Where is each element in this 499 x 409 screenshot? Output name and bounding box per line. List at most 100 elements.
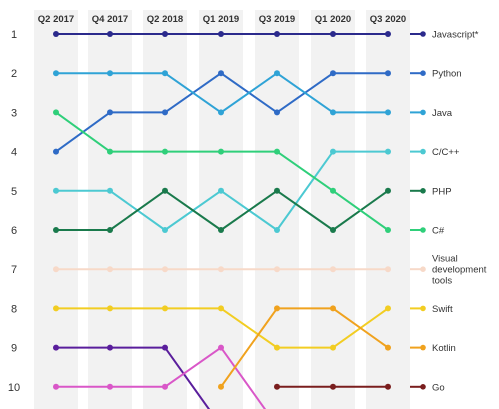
data-point [330,109,336,116]
data-point [53,187,59,194]
column-band [366,10,410,409]
x-tick-label: Q2 2017 [38,14,74,25]
legend-label: Java [432,108,453,119]
data-point [385,305,391,312]
y-tick-label: 10 [8,382,20,394]
legend-swatch-dot [420,266,426,273]
legend-swatch-dot [420,188,426,194]
data-point [53,70,59,77]
data-point [274,109,280,116]
data-point [162,109,168,116]
data-point [385,344,391,351]
y-tick-label: 8 [11,303,17,315]
data-point [162,383,168,390]
y-tick-label: 6 [11,225,17,237]
legend: Javascript* Python Java C/C++ PHP C# Visualdev… [410,30,487,393]
y-tick-label: 4 [11,147,17,159]
legend-swatch-dot [420,305,426,312]
data-point [218,187,224,194]
data-point [385,148,391,155]
data-point [107,227,113,233]
data-point [162,227,168,233]
legend-swatch-dot [420,384,426,390]
legend-swatch-dot [420,70,426,76]
legend-label: PHP [432,186,452,197]
series-line-8 [220,307,389,388]
data-point [53,305,59,312]
data-point [274,31,280,37]
data-point [162,266,168,273]
data-point [218,383,224,390]
data-point [218,305,224,312]
legend-swatch-dot [420,227,426,233]
data-point [385,266,391,273]
legend-label: development [432,265,487,276]
data-point [162,305,168,312]
data-point [330,266,336,273]
y-tick-label: 2 [11,68,17,80]
data-point [162,31,168,37]
data-point [53,109,59,116]
column-band [88,10,132,409]
data-point [162,344,168,351]
x-tick-label: Q2 2018 [147,14,183,25]
data-point [330,70,336,77]
data-point [274,187,280,194]
legend-swatch-dot [420,344,426,351]
x-tick-label: Q3 2019 [259,14,295,25]
data-point [162,187,168,194]
legend-swatch-dot [420,31,426,37]
data-point [107,109,113,116]
x-tick-label: Q1 2019 [203,14,239,25]
data-point [53,31,59,37]
data-point [107,31,113,37]
data-point [385,31,391,37]
data-point [274,305,280,312]
data-point [218,70,224,77]
data-point [330,187,336,194]
data-point [107,70,113,77]
data-point [107,148,113,155]
legend-label: Kotlin [432,343,456,354]
legend-label: tools [432,276,452,287]
column-band [199,10,243,409]
x-axis-labels: Q2 2017 Q4 2017 Q2 2018 Q1 2019 Q3 2019 Q1 20… [38,14,406,25]
data-point [53,148,59,155]
data-point [107,383,113,390]
data-point [274,383,280,390]
legend-label: Python [432,69,462,80]
data-point [218,31,224,37]
data-point [385,383,391,390]
data-point [385,227,391,233]
data-point [330,383,336,390]
legend-label: Swift [432,304,453,315]
data-point [385,187,391,194]
y-tick-label: 9 [11,343,17,355]
data-point [274,266,280,273]
data-point [218,344,224,351]
y-tick-label: 1 [11,29,17,41]
data-point [330,31,336,37]
column-band [34,10,78,409]
data-point [218,266,224,273]
data-point [107,266,113,273]
data-point [53,266,59,273]
y-tick-label: 5 [11,186,17,198]
legend-label: C/C++ [432,147,460,158]
data-point [107,305,113,312]
data-point [330,344,336,351]
series-points [53,31,391,390]
data-point [218,109,224,116]
legend-label: C# [432,226,445,237]
data-point [218,148,224,155]
data-point [274,148,280,155]
data-point [274,344,280,351]
data-point [330,305,336,312]
y-tick-label: 3 [11,107,17,119]
data-point [385,70,391,77]
data-point [274,227,280,233]
data-point [218,227,224,233]
data-point [53,227,59,233]
x-tick-label: Q1 2020 [315,14,351,25]
